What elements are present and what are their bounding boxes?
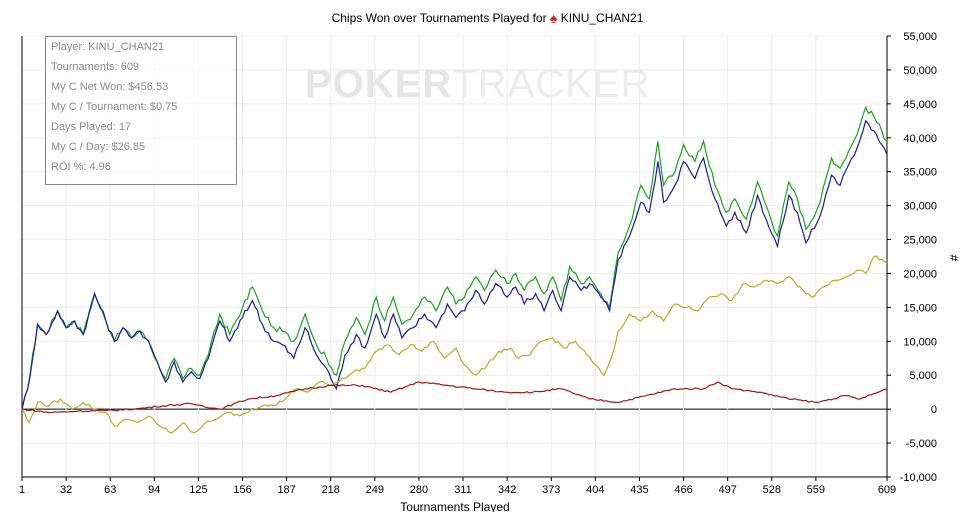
stat-line: Tournaments: 609 [51,61,140,73]
x-tick-label: 94 [148,484,160,496]
player-stats-box: Player: KINU_CHAN21 Tournaments: 609 My C … [45,36,237,185]
x-tick-label: 466 [674,484,692,496]
x-tick-label: 559 [807,484,825,496]
y-tick-label: 50,000 [903,65,937,77]
chart-title-text: Chips Won over Tournaments Played for [331,11,547,25]
spade-icon: ♠ [549,10,558,26]
stat-line: Days Played: 17 [51,121,132,133]
series-line [21,119,888,410]
x-tick-label: 249 [366,484,384,496]
y-tick-label: 55,000 [903,31,937,43]
x-tick-label: 187 [277,484,295,496]
chart-axes [21,35,891,481]
x-tick-label: 125 [189,484,207,496]
y-tick-label: -5,000 [906,438,937,450]
y-tick-label: 30,000 [903,201,937,213]
x-tick-label: 156 [233,484,251,496]
y-axis-title: # [947,255,961,262]
y-tick-label: 40,000 [903,133,937,145]
stat-line: ROI %: 4.96 [51,161,111,173]
x-tick-label: 404 [586,484,604,496]
y-tick-label: 0 [931,404,937,416]
chart-title-player: KINU_CHAN21 [560,11,644,25]
x-tick-label: 342 [498,484,516,496]
y-tick-label: 35,000 [903,167,937,179]
chart-tick-labels: -10,000 -5,000 0 5,000 10,000 15,000 20,000 25,… [19,31,937,496]
series-line [21,105,888,410]
stat-line: My C Net Won: $456.53 [51,81,169,93]
y-tick-label: -10,000 [900,472,937,484]
stat-line: My C / Day: $26.85 [51,141,146,153]
y-tick-label: 45,000 [903,99,937,111]
y-tick-label: 5,000 [909,370,937,382]
x-axis-title: Tournaments Played [400,500,509,512]
x-tick-label: 373 [542,484,560,496]
stat-line: Player: KINU_CHAN21 [51,41,165,53]
x-tick-label: 63 [104,484,116,496]
y-tick-label: 10,000 [903,336,937,348]
x-tick-label: 311 [454,484,472,496]
x-tick-label: 609 [878,484,896,496]
x-tick-label: 1 [19,484,25,496]
watermark-bold-text: POKER [305,62,453,106]
series-line [22,381,888,414]
x-tick-label: 497 [718,484,736,496]
y-tick-label: 15,000 [903,302,937,314]
chart-title: Chips Won over Tournaments Played for ♠ … [0,10,975,26]
chart-series-lines [21,105,888,434]
stat-line: My C / Tournament: $0.75 [51,101,178,113]
series-line [21,255,888,434]
x-tick-label: 435 [630,484,648,496]
x-tick-label: 218 [322,484,340,496]
x-tick-label: 280 [410,484,428,496]
y-tick-label: 25,000 [903,235,937,247]
x-tick-label: 32 [60,484,72,496]
y-tick-label: 20,000 [903,268,937,280]
x-tick-label: 528 [763,484,781,496]
